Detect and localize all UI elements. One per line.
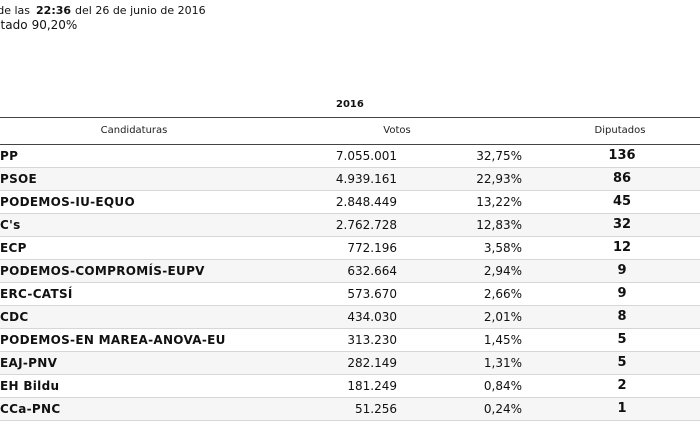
- party-name: PSOE: [0, 172, 38, 186]
- votes-count: 282.149: [347, 356, 397, 370]
- votes-percent: 3,58%: [483, 241, 522, 255]
- party-name: ERC-CATSÍ: [0, 287, 73, 301]
- table-row: PP 7.055.001 32,75% 136: [0, 145, 700, 168]
- table-row: PODEMOS-EN MAREA-ANOVA-EU 313.230 1,45% 5: [0, 329, 700, 352]
- votes-percent: 22,93%: [476, 172, 522, 186]
- seats-count: 32: [612, 217, 632, 232]
- votes-percent: 32,75%: [476, 149, 522, 163]
- votes-percent: 0,24%: [483, 402, 522, 416]
- counted-value: 90,20%: [31, 18, 78, 32]
- party-name: PODEMOS-IU-EQUO: [0, 195, 135, 209]
- party-name: PODEMOS-COMPROMÍS-EUPV: [0, 264, 205, 278]
- votes-count: 313.230: [347, 333, 397, 347]
- votes-percent: 12,83%: [476, 218, 522, 232]
- table-row: PODEMOS-COMPROMÍS-EUPV 632.664 2,94% 9: [0, 260, 700, 283]
- table-row: C's 2.762.728 12,83% 32: [0, 214, 700, 237]
- column-header-seats: Diputados: [594, 125, 646, 136]
- year-heading: 2016: [336, 99, 364, 110]
- votes-count: 573.670: [347, 287, 397, 301]
- votes-percent: 13,22%: [476, 195, 522, 209]
- table-row: CDC 434.030 2,01% 8: [0, 306, 700, 329]
- party-name: PP: [0, 149, 19, 163]
- party-name: EAJ-PNV: [0, 356, 58, 370]
- votes-percent: 1,31%: [483, 356, 522, 370]
- party-name: PODEMOS-EN MAREA-ANOVA-EU: [0, 333, 226, 347]
- table-row: ERC-CATSÍ 573.670 2,66% 9: [0, 283, 700, 306]
- votes-count: 632.664: [347, 264, 397, 278]
- party-name: EH Bildu: [0, 379, 60, 393]
- votes-count: 181.249: [347, 379, 397, 393]
- table-row: PODEMOS-IU-EQUO 2.848.449 13,22% 45: [0, 191, 700, 214]
- seats-count: 9: [617, 286, 627, 301]
- update-time: 22:36: [36, 4, 72, 17]
- counted-label: rutado: [0, 18, 28, 32]
- party-name: C's: [0, 218, 21, 232]
- votes-count: 434.030: [347, 310, 397, 324]
- column-header-votes: Votos: [383, 125, 411, 136]
- votes-percent: 0,84%: [483, 379, 522, 393]
- party-name: ECP: [0, 241, 27, 255]
- votes-count: 4.939.161: [335, 172, 397, 186]
- column-header-candidatures: Candidaturas: [100, 125, 168, 136]
- seats-count: 9: [617, 263, 627, 278]
- seats-count: 1: [617, 401, 627, 416]
- seats-count: 8: [617, 309, 627, 324]
- table-row: EAJ-PNV 282.149 1,31% 5: [0, 352, 700, 375]
- party-name: CDC: [0, 310, 29, 324]
- votes-count: 7.055.001: [335, 149, 397, 163]
- seats-count: 5: [617, 332, 627, 347]
- seats-count: 12: [612, 240, 632, 255]
- seats-count: 86: [612, 171, 632, 186]
- update-date: del 26 de junio de 2016: [75, 4, 206, 17]
- counted-line: rutado90,20%: [0, 18, 210, 32]
- votes-percent: 2,01%: [483, 310, 522, 324]
- votes-percent: 2,94%: [483, 264, 522, 278]
- party-name: CCa-PNC: [0, 402, 61, 416]
- votes-count: 2.848.449: [335, 195, 397, 209]
- results-table: Candidaturas Votos Diputados PP 7.055.001…: [0, 117, 700, 421]
- table-row: CCa-PNC 51.256 0,24% 1: [0, 398, 700, 421]
- seats-count: 5: [617, 355, 627, 370]
- update-prefix: s de las: [0, 4, 31, 17]
- table-row: ECP 772.196 3,58% 12: [0, 237, 700, 260]
- votes-count: 51.256: [355, 402, 397, 416]
- table-header-row: Candidaturas Votos Diputados: [0, 118, 700, 145]
- table-row: EH Bildu 181.249 0,84% 2: [0, 375, 700, 398]
- seats-count: 136: [608, 148, 636, 163]
- votes-percent: 2,66%: [483, 287, 522, 301]
- votes-count: 2.762.728: [335, 218, 397, 232]
- seats-count: 2: [617, 378, 627, 393]
- votes-percent: 1,45%: [483, 333, 522, 347]
- seats-count: 45: [612, 194, 632, 209]
- table-row: PSOE 4.939.161 22,93% 86: [0, 168, 700, 191]
- votes-count: 772.196: [347, 241, 397, 255]
- table-body: PP 7.055.001 32,75% 136 PSOE 4.939.161 22,93% 8…: [0, 145, 700, 421]
